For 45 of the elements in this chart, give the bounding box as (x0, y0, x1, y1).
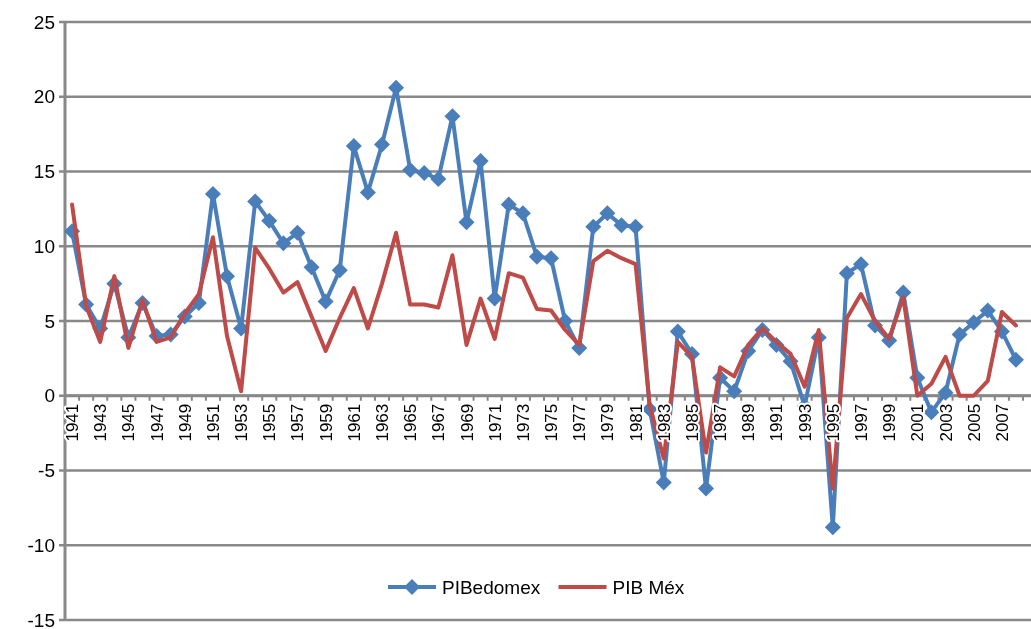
x-tick-label: 1955 (260, 403, 280, 442)
x-tick-label: 1967 (429, 403, 449, 442)
x-tick-label: 1941 (63, 403, 83, 442)
x-tick-label: 1979 (598, 403, 618, 442)
x-tick-label: 1953 (232, 403, 252, 442)
x-tick-label: 1969 (457, 403, 477, 442)
x-tick-label: 1943 (91, 403, 111, 442)
x-tick-label: 1977 (570, 403, 590, 442)
x-tick-label: 1983 (654, 403, 674, 442)
x-tick-label: 1971 (485, 403, 505, 442)
x-tick-label: 1965 (401, 403, 421, 442)
x-tick-label: 1959 (316, 403, 336, 442)
x-tick-label: 1987 (711, 403, 731, 442)
x-tick-label: 2007 (992, 403, 1012, 442)
y-tick-label: -15 (27, 609, 55, 629)
x-tick-label: 1945 (119, 403, 139, 442)
y-tick-label: -5 (38, 460, 55, 482)
legend-label: PIBedomex (442, 576, 541, 598)
x-tick-label: 2005 (964, 403, 984, 442)
y-tick-label: 25 (33, 11, 55, 33)
x-tick-label: 1957 (288, 403, 308, 442)
x-tick-label: 1997 (851, 403, 871, 442)
x-tick-label: 1949 (175, 403, 195, 442)
x-tick-label: 1991 (767, 403, 787, 442)
x-tick-label: 1995 (823, 403, 843, 442)
x-tick-label: 1989 (739, 403, 759, 442)
x-tick-label: 1961 (344, 403, 364, 442)
x-tick-label: 1963 (372, 403, 392, 442)
x-tick-label: 1947 (147, 403, 167, 442)
x-tick-label: 1985 (682, 403, 702, 442)
x-tick-label: 1981 (626, 403, 646, 442)
x-tick-label: 1951 (203, 403, 223, 442)
x-tick-label: 1973 (513, 403, 533, 442)
x-tick-label: 1999 (880, 403, 900, 442)
y-tick-label: 0 (44, 385, 55, 407)
y-tick-label: 15 (33, 161, 55, 183)
legend-label: PIB Méx (612, 576, 685, 598)
x-tick-label: 1975 (542, 403, 562, 442)
x-tick-label: 2001 (908, 403, 928, 442)
y-tick-label: 20 (33, 86, 55, 108)
y-tick-label: -10 (27, 534, 55, 556)
y-tick-label: 5 (44, 310, 55, 332)
y-tick-label: 10 (33, 235, 55, 257)
x-tick-label: 2003 (936, 403, 956, 442)
x-tick-label: 1993 (795, 403, 815, 442)
